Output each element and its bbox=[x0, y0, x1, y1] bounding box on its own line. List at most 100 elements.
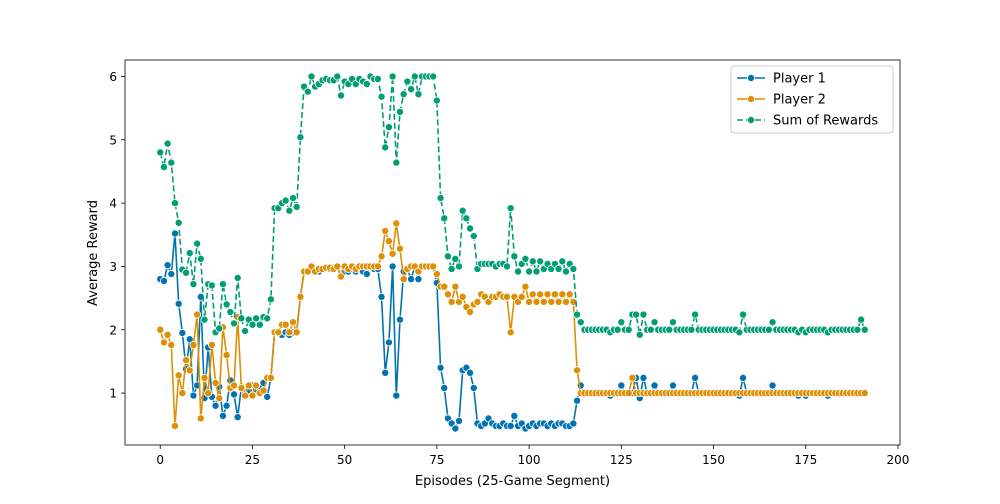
data-point bbox=[536, 257, 545, 266]
data-point bbox=[218, 411, 227, 420]
y-tick-label: 2 bbox=[109, 323, 117, 337]
data-point bbox=[451, 282, 460, 291]
data-point bbox=[200, 373, 209, 382]
data-point bbox=[274, 328, 283, 337]
data-point bbox=[200, 315, 209, 324]
data-point bbox=[469, 384, 478, 393]
data-point bbox=[536, 290, 545, 299]
data-point bbox=[233, 273, 242, 282]
data-point bbox=[613, 325, 622, 334]
data-point bbox=[189, 280, 198, 289]
data-point bbox=[573, 366, 582, 375]
data-point bbox=[547, 297, 556, 306]
data-point bbox=[211, 401, 220, 410]
data-point bbox=[174, 218, 183, 227]
data-point bbox=[646, 325, 655, 334]
data-point bbox=[860, 389, 869, 398]
data-point bbox=[665, 325, 674, 334]
data-point bbox=[539, 297, 548, 306]
data-point bbox=[384, 123, 393, 132]
data-point bbox=[554, 264, 563, 273]
data-point bbox=[384, 237, 393, 246]
data-point bbox=[218, 280, 227, 289]
data-point bbox=[407, 85, 416, 94]
data-point bbox=[259, 386, 268, 395]
data-point bbox=[178, 389, 187, 398]
data-point bbox=[399, 90, 408, 99]
data-point bbox=[668, 318, 677, 327]
data-point bbox=[292, 328, 301, 337]
legend-box bbox=[730, 65, 894, 134]
y-tick-label: 5 bbox=[109, 133, 117, 147]
data-point bbox=[573, 310, 582, 319]
legend-entry: Player 1 bbox=[737, 72, 826, 87]
data-point bbox=[558, 257, 567, 266]
data-point bbox=[395, 107, 404, 116]
data-point bbox=[362, 80, 371, 89]
data-point bbox=[525, 267, 534, 276]
data-point bbox=[414, 275, 423, 284]
data-point bbox=[528, 290, 537, 299]
data-point bbox=[381, 143, 390, 152]
legend-marker bbox=[747, 116, 756, 125]
data-point bbox=[569, 419, 578, 428]
data-point bbox=[668, 381, 677, 390]
data-point bbox=[388, 262, 397, 271]
data-point bbox=[550, 290, 559, 299]
axes-layer: 0 25 50 75 100 125 150 175 200 1 2 3 4 5 6 bbox=[109, 59, 909, 467]
data-point bbox=[377, 252, 386, 261]
data-point bbox=[510, 411, 519, 420]
plot-frame bbox=[124, 59, 901, 446]
data-point bbox=[432, 96, 441, 105]
data-point bbox=[410, 72, 419, 81]
data-point bbox=[514, 267, 523, 276]
data-point bbox=[458, 206, 467, 215]
data-point bbox=[336, 91, 345, 100]
data-point bbox=[628, 373, 637, 382]
data-point bbox=[687, 325, 696, 334]
data-point bbox=[263, 314, 272, 323]
data-point bbox=[207, 281, 216, 290]
series-2 bbox=[156, 219, 869, 430]
data-point bbox=[241, 391, 250, 400]
data-point bbox=[373, 75, 382, 84]
data-point bbox=[466, 224, 475, 233]
x-tick-label: 150 bbox=[702, 453, 725, 467]
data-point bbox=[455, 416, 464, 425]
data-point bbox=[458, 292, 467, 301]
data-point bbox=[196, 414, 205, 423]
data-point bbox=[532, 297, 541, 306]
x-tick-label: 125 bbox=[610, 453, 633, 467]
data-point bbox=[244, 381, 253, 390]
data-point bbox=[392, 158, 401, 167]
data-point bbox=[860, 325, 869, 334]
data-point bbox=[163, 330, 172, 339]
data-point bbox=[650, 381, 659, 390]
data-point bbox=[561, 297, 570, 306]
data-point bbox=[211, 378, 220, 387]
data-point bbox=[185, 249, 194, 258]
data-point bbox=[506, 421, 515, 430]
data-point bbox=[525, 297, 534, 306]
data-point bbox=[289, 318, 298, 327]
data-point bbox=[447, 297, 456, 306]
data-point bbox=[617, 318, 626, 327]
data-point bbox=[639, 373, 648, 382]
data-point bbox=[207, 340, 216, 349]
data-point bbox=[163, 139, 172, 148]
data-point bbox=[392, 219, 401, 228]
legend-label: Sum of Rewards bbox=[773, 114, 878, 129]
legend: Player 1 Player 2 Sum of Rewards bbox=[730, 65, 894, 134]
data-point bbox=[440, 282, 449, 291]
data-point bbox=[506, 204, 515, 213]
series-layer bbox=[156, 72, 869, 433]
data-point bbox=[185, 366, 194, 375]
data-point bbox=[392, 391, 401, 400]
legend-marker bbox=[747, 74, 756, 83]
data-point bbox=[174, 299, 183, 308]
data-point bbox=[167, 270, 176, 279]
data-point bbox=[170, 229, 179, 238]
data-point bbox=[170, 199, 179, 208]
data-point bbox=[222, 401, 231, 410]
